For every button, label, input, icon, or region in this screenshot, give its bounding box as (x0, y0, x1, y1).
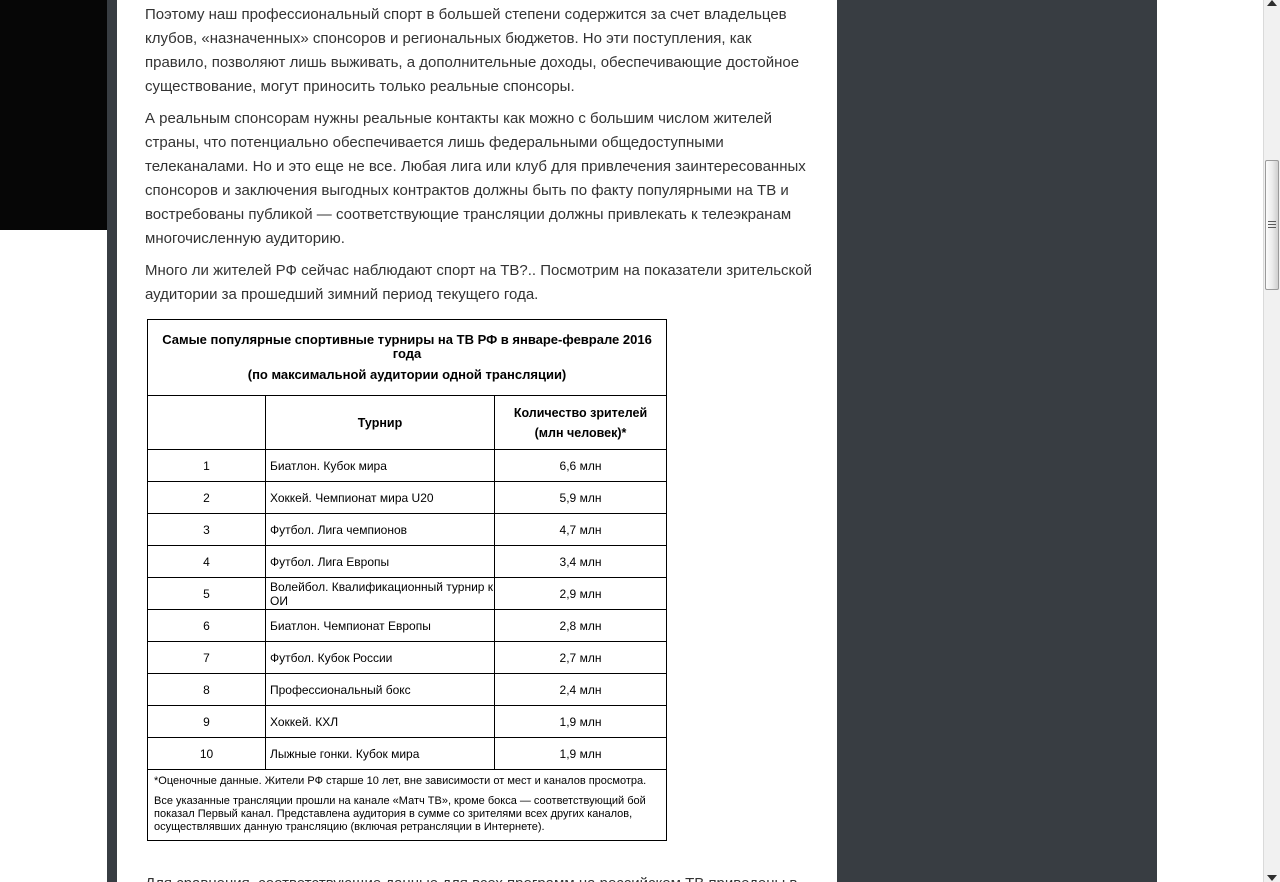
article-content: Поэтому наш профессиональный спорт в бол… (117, 0, 837, 882)
table-row: 9 Хоккей. КХЛ 1,9 млн (147, 705, 668, 738)
tournament-cell: Лыжные гонки. Кубок мира (265, 737, 495, 770)
table-row: 1 Биатлон. Кубок мира 6,6 млн (147, 449, 668, 482)
tournament-cell: Футбол. Лига чемпионов (265, 513, 495, 546)
rank-cell: 1 (147, 449, 266, 482)
table-row: 7 Футбол. Кубок России 2,7 млн (147, 641, 668, 674)
table-title-line2: (по максимальной аудитории одной трансля… (247, 367, 567, 382)
footnote-estimate: *Оценочные данные. Жители РФ старше 10 л… (154, 775, 647, 787)
scrollbar-track[interactable] (1263, 0, 1280, 882)
viewers-cell: 2,4 млн (493, 673, 668, 706)
page-dark-background: Поэтому наш профессиональный спорт в бол… (107, 0, 1157, 882)
rank-cell: 9 (147, 705, 266, 738)
header-tournament: Турнир (265, 395, 495, 450)
table-footnote-row: *Оценочные данные. Жители РФ старше 10 л… (146, 769, 668, 841)
background-black-panel (0, 0, 107, 230)
table-footnotes: *Оценочные данные. Жители РФ старше 10 л… (146, 769, 668, 841)
tournament-cell: Волейбол. Квалификационный турнир к ОИ (265, 577, 495, 610)
viewers-cell: 2,9 млн (493, 577, 668, 610)
tournament-cell: Футбол. Кубок России (265, 641, 495, 674)
paragraph-question: Много ли жителей РФ сейчас наблюдают спо… (145, 262, 812, 303)
table-row: 5 Волейбол. Квалификационный турнир к ОИ… (147, 577, 668, 610)
tournament-cell: Хоккей. КХЛ (265, 705, 495, 738)
table-title: Самые популярные спортивные турниры на Т… (146, 319, 668, 396)
rank-cell: 6 (147, 609, 266, 642)
up-arrow-icon (1267, 0, 1277, 6)
table-row: 8 Профессиональный бокс 2,4 млн (147, 673, 668, 706)
rank-cell: 10 (147, 737, 266, 770)
viewers-cell: 5,9 млн (493, 481, 668, 514)
table-title-line1: Самые популярные спортивные турниры на Т… (162, 332, 652, 361)
rank-cell: 3 (147, 513, 266, 546)
rank-cell: 2 (147, 481, 266, 514)
tournament-cell: Биатлон. Чемпионат Европы (265, 609, 495, 642)
viewers-cell: 1,9 млн (493, 737, 668, 770)
scrollbar-grip-icon (1268, 221, 1276, 229)
header-viewers-line2: (млн человек)* (534, 425, 627, 440)
viewers-cell: 3,4 млн (493, 545, 668, 578)
tournament-cell: Футбол. Лига Европы (265, 545, 495, 578)
paragraph-sponsors: Поэтому наш профессиональный спорт в бол… (145, 6, 800, 95)
footnote-channels: Все указанные трансляции прошли на канал… (154, 795, 646, 833)
down-arrow-icon (1267, 875, 1277, 881)
scrollbar-thumb[interactable] (1265, 160, 1279, 290)
tournament-cell: Профессиональный бокс (265, 673, 495, 706)
scroll-down-button[interactable] (1264, 869, 1280, 882)
table-row: 6 Биатлон. Чемпионат Европы 2,8 млн (147, 609, 668, 642)
paragraph-comparison: Для сравнения, соответствующие данные дл… (145, 872, 817, 882)
paragraph-real-sponsors: А реальным спонсорам нужны реальные конт… (145, 110, 806, 247)
viewers-cell: 2,8 млн (493, 609, 668, 642)
table-row: 2 Хоккей. Чемпионат мира U20 5,9 млн (147, 481, 668, 514)
header-rank (147, 395, 266, 450)
viewers-cell: 1,9 млн (493, 705, 668, 738)
rank-cell: 5 (147, 577, 266, 610)
viewers-cell: 2,7 млн (493, 641, 668, 674)
rank-cell: 8 (147, 673, 266, 706)
rank-cell: 7 (147, 641, 266, 674)
table-title-row: Самые популярные спортивные турниры на Т… (146, 319, 668, 396)
scroll-up-button[interactable] (1264, 0, 1280, 13)
popular-tournaments-table: Самые популярные спортивные турниры на Т… (146, 319, 668, 841)
rank-cell: 4 (147, 545, 266, 578)
header-viewers: Количество зрителей (млн человек)* (493, 395, 668, 450)
tournament-cell: Биатлон. Кубок мира (265, 449, 495, 482)
viewers-cell: 4,7 млн (493, 513, 668, 546)
header-viewers-line1: Количество зрителей (513, 405, 648, 420)
table-header-row: Турнир Количество зрителей (млн человек)… (147, 395, 668, 450)
table-row: 10 Лыжные гонки. Кубок мира 1,9 млн (147, 737, 668, 770)
table-row: 3 Футбол. Лига чемпионов 4,7 млн (147, 513, 668, 546)
table-row: 4 Футбол. Лига Европы 3,4 млн (147, 545, 668, 578)
viewers-cell: 6,6 млн (493, 449, 668, 482)
tournament-cell: Хоккей. Чемпионат мира U20 (265, 481, 495, 514)
